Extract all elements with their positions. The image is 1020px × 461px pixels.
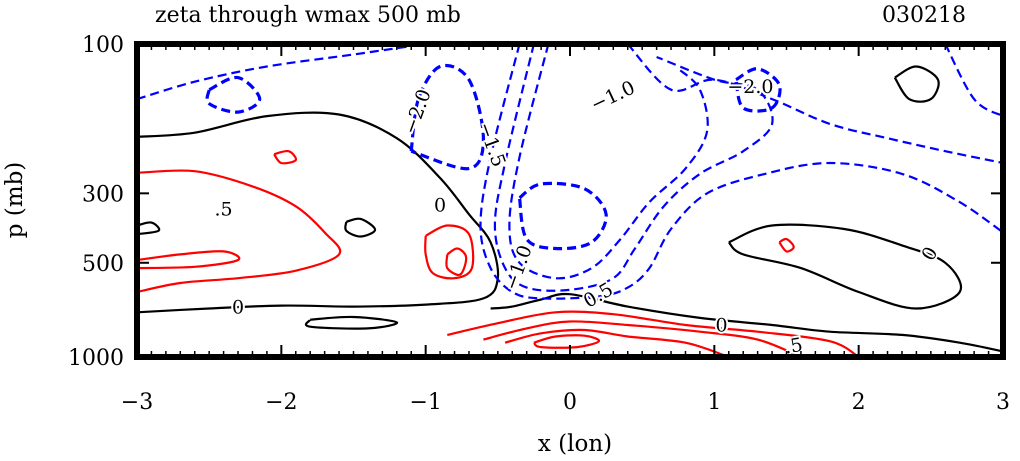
contour-line-0 — [137, 111, 500, 314]
contour-line-22 — [508, 44, 709, 280]
x-tick-label-5: 2 — [852, 390, 866, 415]
contour-line-18 — [626, 44, 1003, 165]
contour-line-6 — [304, 315, 398, 330]
y-tick-label-2: 500 — [82, 252, 124, 277]
x-tick-label-0: −3 — [121, 390, 153, 415]
x-tick-label-3: 0 — [563, 390, 577, 415]
contour-label-2: −1.0 — [587, 77, 638, 116]
contour-label-7: 0 — [232, 297, 244, 319]
plot-frame — [134, 41, 1006, 360]
contour-line-21 — [493, 44, 774, 292]
contour-label-6: 0 — [917, 243, 942, 264]
contour-line-16 — [533, 334, 601, 349]
x-tick-label-4: 1 — [707, 390, 721, 415]
contour-line-17 — [137, 44, 426, 101]
contour-line-9 — [273, 149, 298, 165]
contour-line-7 — [137, 169, 342, 294]
contour-line-24 — [517, 181, 608, 251]
contour-label-10: 0 — [716, 315, 728, 337]
contour-label-4: .5 — [215, 198, 233, 220]
contour-line-4 — [344, 217, 377, 238]
contour-line-8 — [137, 250, 241, 270]
contour-line-12 — [778, 237, 795, 253]
contour-line-3 — [893, 65, 940, 103]
contour-line-11 — [445, 247, 468, 276]
contour-line-2 — [727, 223, 962, 310]
contour-line-15 — [504, 328, 730, 357]
contour-line-23 — [409, 63, 485, 171]
y-tick-label-1: 300 — [82, 182, 124, 207]
chart-title: zeta through wmax 500 mb — [155, 3, 461, 28]
y-tick-label-3: 1000 — [68, 346, 124, 371]
contour-labels: −2.0−1.5−1.0 −2.0.5 000−1.00.50.5 — [213, 74, 945, 361]
contour-line-1 — [490, 292, 1003, 353]
contour-label-3: −2.0 — [727, 76, 773, 98]
contour-label-8: −1.0 — [500, 242, 536, 293]
contour-label-9: 0.5 — [580, 278, 617, 312]
x-tick-label-6: 3 — [996, 390, 1010, 415]
y-axis-label: p (mb) — [2, 162, 28, 239]
plot-area — [137, 44, 1003, 357]
y-axis: 100 300 500 1000 — [68, 33, 1003, 371]
contour-label-0: −2.0 — [399, 86, 435, 137]
y-tick-label-0: 100 — [82, 33, 124, 58]
contour-line-10 — [424, 224, 475, 280]
contour-line-19 — [944, 44, 1003, 118]
contour-line-5 — [137, 221, 161, 236]
contour-line-26 — [205, 75, 262, 114]
date-label: 030218 — [882, 3, 966, 28]
contour-line-14 — [483, 320, 802, 357]
x-tick-label-1: −2 — [265, 390, 297, 415]
contour-line-20 — [479, 44, 1003, 300]
contour-line-25 — [734, 67, 782, 113]
contour-line-13 — [447, 310, 860, 357]
x-axis: −3 −2 −1 0 1 2 3 — [121, 44, 1010, 415]
x-tick-label-2: −1 — [409, 390, 441, 415]
x-axis-label: x (lon) — [538, 431, 612, 457]
contour-label-5: 0 — [434, 194, 446, 216]
